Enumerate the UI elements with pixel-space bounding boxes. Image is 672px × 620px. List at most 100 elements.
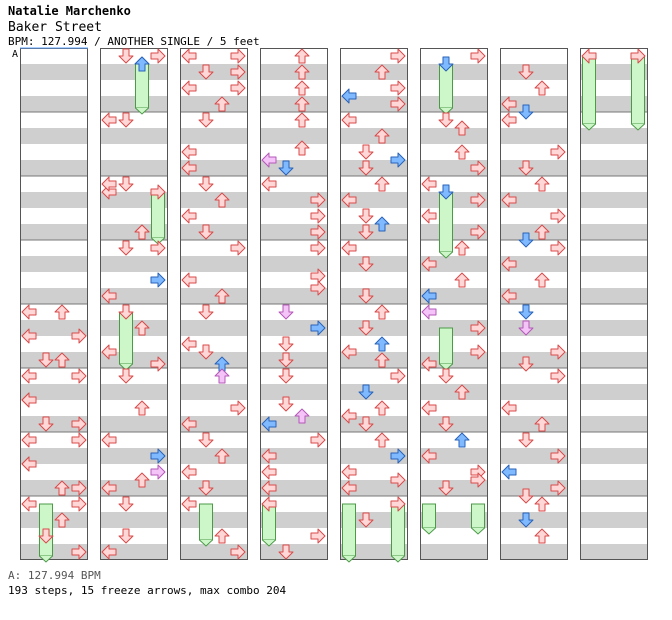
freeze-arrow-tail [631,123,645,131]
beat-stripe [100,416,168,432]
step-arrow-right-icon [550,144,566,160]
step-arrow-left-icon [341,112,357,128]
beat-stripe [20,96,88,112]
step-arrow-down-icon [518,160,534,176]
freeze-arrow-body [471,503,485,529]
step-arrow-left-icon [101,480,117,496]
step-arrow-left-icon [21,368,37,384]
beat-stripe [500,96,568,112]
beat-stripe [20,352,88,368]
step-arrow-right-icon [390,80,406,96]
step-arrow-right-icon [630,48,646,64]
step-arrow-left-icon [341,344,357,360]
step-arrow-down-icon [438,480,454,496]
beat-stripe [500,128,568,144]
beat-stripe [20,64,88,80]
step-arrow-right-icon [71,328,87,344]
step-arrow-right-icon [150,240,166,256]
step-arrow-up-icon [214,368,230,384]
step-arrow-right-icon [230,48,246,64]
beat-stripe [580,448,648,464]
freeze-arrow-body [582,55,596,125]
beat-stripe [500,224,568,240]
step-arrow-right-icon [310,192,326,208]
step-arrow-right-icon [150,448,166,464]
beat-stripe [180,448,248,464]
freeze-arrow-body [439,191,453,253]
step-arrow-up-icon [534,80,550,96]
step-arrow-left-icon [501,192,517,208]
step-arrow-left-icon [341,240,357,256]
beat-stripe [340,320,408,336]
step-arrow-down-icon [198,112,214,128]
beat-stripe [580,288,648,304]
step-arrow-left-icon [101,544,117,560]
step-arrow-right-icon [71,544,87,560]
step-arrow-right-icon [71,496,87,512]
step-arrow-left-icon [421,208,437,224]
beat-stripe [260,512,328,528]
step-arrow-left-icon [501,288,517,304]
step-arrow-up-icon [454,144,470,160]
step-arrow-down-icon [38,416,54,432]
freeze-arrow-tail [39,555,53,563]
step-arrow-right-icon [230,400,246,416]
step-arrow-right-icon [470,472,486,488]
column-border [340,48,408,560]
beat-stripe [580,384,648,400]
beat-stripe [420,160,488,176]
freeze-arrow-tail [199,539,213,547]
step-arrow-up-icon [374,336,390,352]
beat-stripe [420,288,488,304]
beat-stripe [420,128,488,144]
artist-name: Natalie Marchenko [8,4,131,18]
beat-stripe [340,480,408,496]
step-arrow-up-icon [294,112,310,128]
beat-stripe [260,416,328,432]
beat-stripe [340,192,408,208]
step-arrow-left-icon [341,464,357,480]
beat-stripe [580,512,648,528]
step-arrow-down-icon [198,344,214,360]
step-arrow-left-icon [101,344,117,360]
beat-stripe [340,224,408,240]
step-arrow-right-icon [390,472,406,488]
step-arrow-down-icon [518,232,534,248]
freeze-arrow-tail [422,527,436,535]
step-arrow-down-icon [358,288,374,304]
beat-stripe [580,224,648,240]
beat-stripe [580,416,648,432]
step-arrow-down-icon [358,160,374,176]
step-arrow-right-icon [310,240,326,256]
beat-stripe [180,320,248,336]
step-arrow-up-icon [534,416,550,432]
step-arrow-down-icon [358,144,374,160]
freeze-arrow-tail [342,555,356,563]
column-border [420,48,488,560]
beat-stripe [500,352,568,368]
step-arrow-down-icon [358,512,374,528]
beat-stripe [500,288,568,304]
column-border [580,48,648,560]
step-arrow-down-icon [438,368,454,384]
step-arrow-down-icon [278,160,294,176]
column-border [100,48,168,560]
step-arrow-up-icon [54,304,70,320]
step-arrow-down-icon [518,304,534,320]
step-arrow-down-icon [518,320,534,336]
step-arrow-down-icon [198,304,214,320]
step-arrow-down-icon [358,208,374,224]
step-arrow-left-icon [341,88,357,104]
step-arrow-left-icon [261,448,277,464]
step-arrow-left-icon [341,192,357,208]
step-arrow-right-icon [71,480,87,496]
step-arrow-down-icon [438,56,454,72]
step-arrow-down-icon [198,224,214,240]
step-arrow-down-icon [518,512,534,528]
beat-stripe [500,480,568,496]
step-arrow-right-icon [390,152,406,168]
step-arrow-up-icon [454,272,470,288]
step-arrow-up-icon [454,432,470,448]
step-arrow-up-icon [214,192,230,208]
step-arrow-down-icon [278,368,294,384]
